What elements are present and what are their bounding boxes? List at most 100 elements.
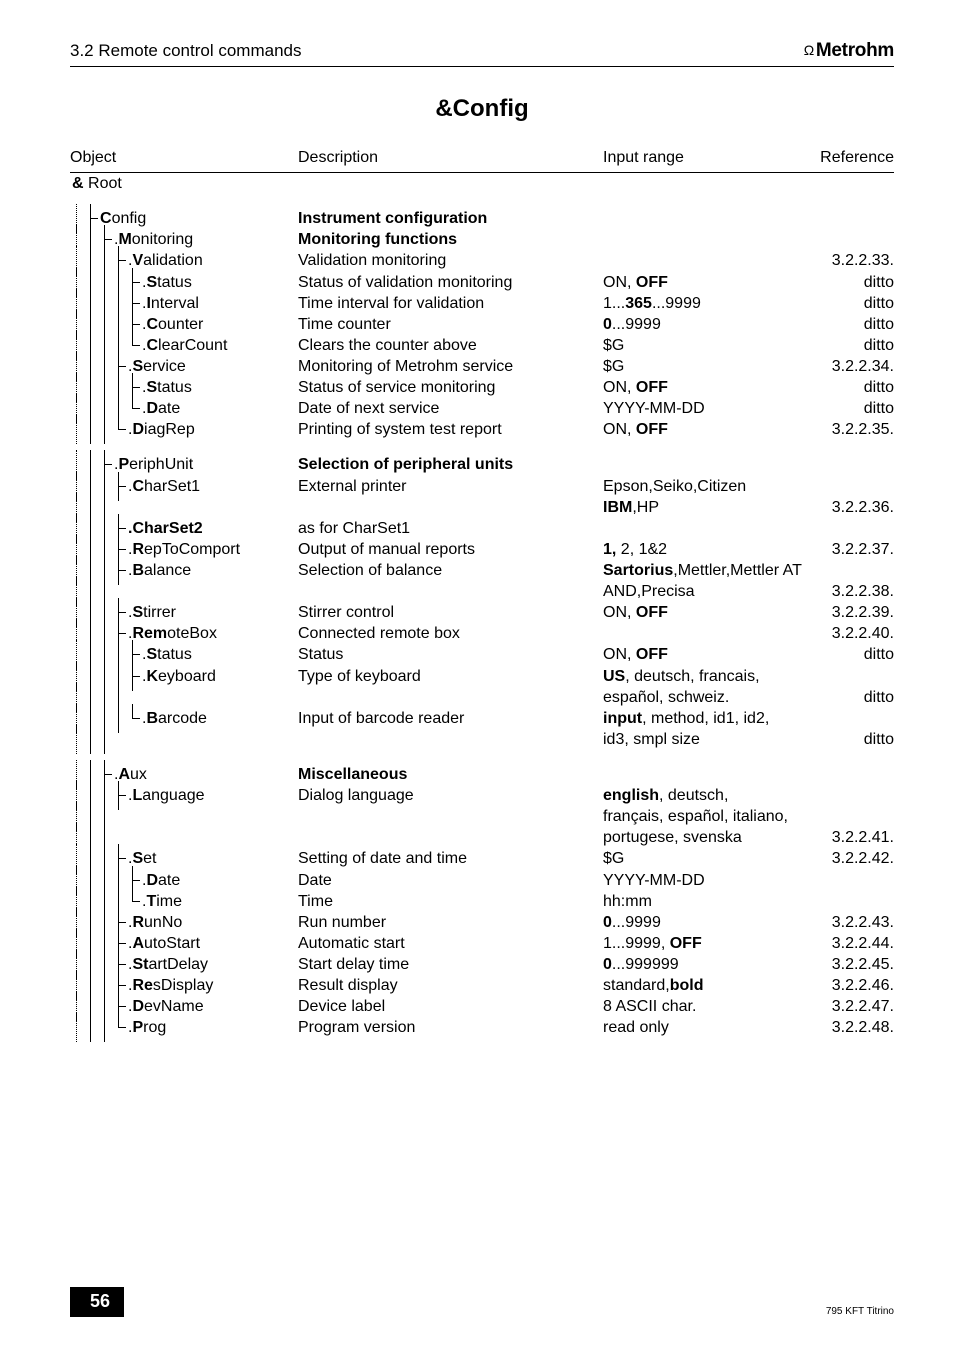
object-label: .Status bbox=[140, 272, 192, 293]
object-label: .ClearCount bbox=[140, 335, 227, 356]
object-label: .ResDisplay bbox=[126, 975, 213, 996]
input-range-cell: 1...9999, OFF bbox=[603, 933, 803, 954]
description-cell bbox=[298, 729, 603, 750]
table-row: .Status Status of validation monitoringON… bbox=[70, 272, 894, 293]
reference-cell: 3.2.2.38. bbox=[803, 581, 894, 602]
description-cell: Time counter bbox=[298, 314, 603, 335]
object-label bbox=[126, 806, 128, 827]
input-range-cell bbox=[603, 518, 803, 539]
input-range-cell: 0...9999 bbox=[603, 314, 803, 335]
page-header: 3.2 Remote control commands ΩMetrohm bbox=[70, 40, 894, 67]
description-cell: Date bbox=[298, 870, 603, 891]
description-cell: Miscellaneous bbox=[298, 764, 603, 785]
reference-cell: ditto bbox=[803, 293, 894, 314]
object-label: .RunNo bbox=[126, 912, 182, 933]
reference-cell bbox=[803, 764, 894, 785]
reference-cell: 3.2.2.34. bbox=[803, 356, 894, 377]
reference-cell bbox=[803, 560, 894, 581]
input-range-cell: français, español, italiano, bbox=[603, 806, 803, 827]
table-row: .DateDateYYYY-MM-DD bbox=[70, 870, 894, 891]
object-label: .DevName bbox=[126, 996, 204, 1017]
object-label: .Prog bbox=[126, 1017, 166, 1038]
table-row bbox=[70, 194, 894, 208]
reference-cell: ditto bbox=[803, 729, 894, 750]
reference-cell: 3.2.2.41. bbox=[803, 827, 894, 848]
reference-cell bbox=[803, 173, 894, 195]
section-path: 3.2 Remote control commands bbox=[70, 41, 302, 61]
input-range-cell bbox=[603, 250, 803, 271]
table-row: .Validation Validation monitoring 3.2.2.33… bbox=[70, 250, 894, 271]
description-cell: Time interval for validation bbox=[298, 293, 603, 314]
reference-cell: 3.2.2.35. bbox=[803, 419, 894, 440]
table-row bbox=[70, 440, 894, 454]
input-range-cell: read only bbox=[603, 1017, 803, 1038]
input-range-cell: input, method, id1, id2, bbox=[603, 708, 803, 729]
reference-cell: 3.2.2.42. bbox=[803, 848, 894, 869]
table-row: .BarcodeInput of barcode readerinput, me… bbox=[70, 708, 894, 729]
description-cell: Stirrer control bbox=[298, 602, 603, 623]
table-row: .BalanceSelection of balanceSartorius,Me… bbox=[70, 560, 894, 581]
description-cell bbox=[298, 173, 603, 195]
reference-cell: 3.2.2.33. bbox=[803, 250, 894, 271]
object-label: .Date bbox=[140, 870, 180, 891]
table-row: & Root bbox=[70, 173, 894, 195]
description-cell: Selection of peripheral units bbox=[298, 454, 603, 475]
description-cell bbox=[298, 827, 603, 848]
input-range-cell bbox=[603, 208, 803, 229]
object-label: .Balance bbox=[126, 560, 191, 581]
reference-cell bbox=[803, 666, 894, 687]
table-row: .IntervalTime interval for validation1..… bbox=[70, 293, 894, 314]
object-label bbox=[126, 729, 128, 750]
object-label: .Validation bbox=[126, 250, 203, 271]
description-cell: as for CharSet1 bbox=[298, 518, 603, 539]
reference-cell: 3.2.2.43. bbox=[803, 912, 894, 933]
table-row: .ResDisplayResult displaystandard,bold3.… bbox=[70, 975, 894, 996]
table-row: id3, smpl sizeditto bbox=[70, 729, 894, 750]
table-row: .AutoStartAutomatic start1...9999, OFF3.… bbox=[70, 933, 894, 954]
object-label: .Status bbox=[140, 377, 192, 398]
reference-cell: 3.2.2.48. bbox=[803, 1017, 894, 1038]
table-row: .StatusStatus of service monitoringON, O… bbox=[70, 377, 894, 398]
input-range-cell: Epson,Seiko,Citizen bbox=[603, 476, 803, 497]
reference-cell: 3.2.2.37. bbox=[803, 539, 894, 560]
object-label: .StartDelay bbox=[126, 954, 208, 975]
description-cell: Dialog language bbox=[298, 785, 603, 806]
brand-logo: ΩMetrohm bbox=[804, 40, 894, 62]
input-range-cell: $G bbox=[603, 335, 803, 356]
description-cell: Monitoring functions bbox=[298, 229, 603, 250]
table-row: .TimeTimehh:mm bbox=[70, 891, 894, 912]
object-label: .Monitoring bbox=[112, 229, 193, 250]
table-row: .LanguageDialog languageenglish, deutsch… bbox=[70, 785, 894, 806]
table-row: español, schweiz.ditto bbox=[70, 687, 894, 708]
page: 3.2 Remote control commands ΩMetrohm &Co… bbox=[0, 0, 954, 1351]
input-range-cell: ON, OFF bbox=[603, 272, 803, 293]
reference-cell: 3.2.2.47. bbox=[803, 996, 894, 1017]
table-row: .CharSet1External printerEpson,Seiko,Cit… bbox=[70, 476, 894, 497]
page-footer: 56 795 KFT Titrino bbox=[70, 1287, 894, 1317]
description-cell: Time bbox=[298, 891, 603, 912]
table-row: .ProgProgram versionread only3.2.2.48. bbox=[70, 1017, 894, 1038]
object-label bbox=[126, 581, 128, 602]
description-cell: Validation monitoring bbox=[298, 250, 603, 271]
table-row: portugese, svenska3.2.2.41. bbox=[70, 827, 894, 848]
reference-cell bbox=[803, 454, 894, 475]
reference-cell: ditto bbox=[803, 314, 894, 335]
description-cell: Setting of date and time bbox=[298, 848, 603, 869]
reference-cell: ditto bbox=[803, 644, 894, 665]
description-cell bbox=[298, 497, 603, 518]
object-label: .CharSet1 bbox=[126, 476, 200, 497]
object-label: .Date bbox=[140, 398, 180, 419]
table-row: .RepToComportOutput of manual reports1, … bbox=[70, 539, 894, 560]
reference-cell bbox=[803, 708, 894, 729]
input-range-cell: 0...9999 bbox=[603, 912, 803, 933]
object-label: .AutoStart bbox=[126, 933, 200, 954]
object-label: .Stirrer bbox=[126, 602, 176, 623]
input-range-cell: $G bbox=[603, 356, 803, 377]
description-cell: Status of validation monitoring bbox=[298, 272, 603, 293]
description-cell: Status bbox=[298, 644, 603, 665]
object-label: .Keyboard bbox=[140, 666, 216, 687]
object-label: .RemoteBox bbox=[126, 623, 217, 644]
reference-cell bbox=[803, 870, 894, 891]
input-range-cell: $G bbox=[603, 848, 803, 869]
reference-cell: ditto bbox=[803, 272, 894, 293]
